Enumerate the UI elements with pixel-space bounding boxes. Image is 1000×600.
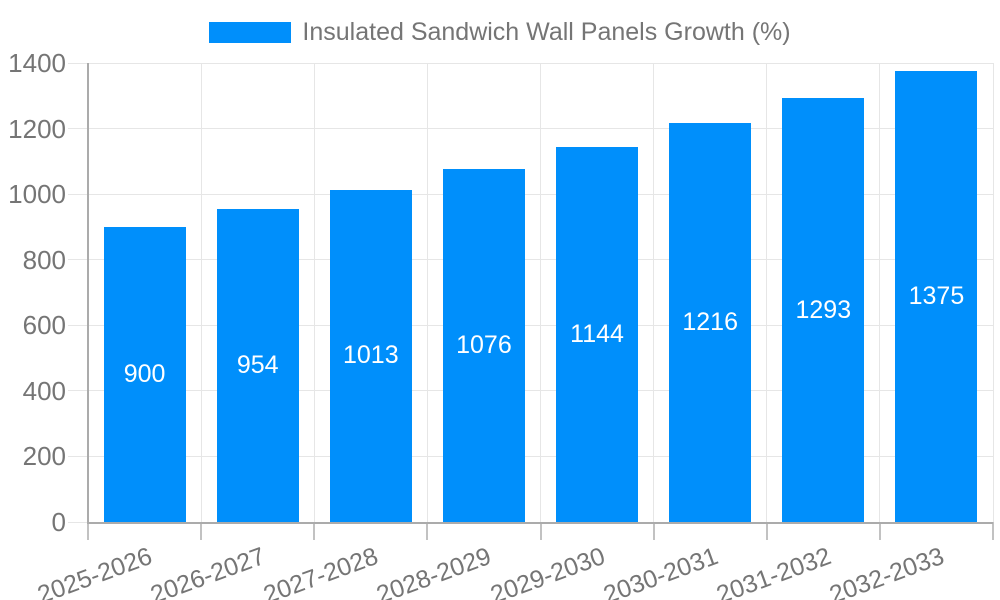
bar-value-label: 1216: [682, 308, 738, 337]
bar[interactable]: 954: [216, 209, 299, 522]
bar[interactable]: 1076: [442, 169, 525, 522]
y-axis-label: 800: [22, 244, 66, 275]
bar-value-label: 1013: [343, 341, 399, 370]
bar-value-label: 1293: [795, 295, 852, 324]
bar[interactable]: 1375: [895, 71, 978, 522]
bar[interactable]: 1293: [782, 98, 865, 522]
y-gridline: [68, 193, 993, 195]
y-axis-line: [87, 63, 89, 524]
bar[interactable]: 1144: [556, 146, 639, 522]
y-axis-label: 200: [22, 441, 66, 472]
y-axis-label: 1000: [8, 179, 66, 210]
y-axis-label: 600: [22, 310, 66, 341]
legend-label: Insulated Sandwich Wall Panels Growth (%…: [302, 17, 791, 46]
bar-value-label: 1076: [456, 331, 512, 360]
x-axis-label: 2032-2033: [825, 542, 948, 600]
x-gridline: [992, 63, 994, 522]
y-gridline: [68, 128, 993, 130]
x-axis-label: 2028-2029: [373, 542, 496, 600]
x-axis-label: 2029-2030: [486, 542, 609, 600]
x-axis-tick: [765, 522, 768, 540]
x-gridline: [653, 63, 655, 522]
y-gridline: [68, 62, 993, 64]
bar-value-label: 1375: [908, 282, 965, 311]
y-gridline: [68, 324, 993, 326]
y-axis-label: 1200: [8, 113, 66, 144]
x-axis-tick: [200, 522, 203, 540]
x-axis-label: 2030-2031: [599, 542, 722, 600]
y-gridline: [68, 259, 993, 261]
x-axis-tick: [87, 522, 89, 540]
x-gridline: [879, 63, 881, 522]
x-gridline: [766, 63, 768, 522]
x-gridline: [540, 63, 541, 522]
bar[interactable]: 1013: [329, 189, 412, 522]
x-axis-label: 2027-2028: [260, 542, 383, 600]
x-gridline: [313, 63, 315, 522]
bar-value-label: 900: [123, 359, 166, 388]
y-axis-label: 400: [22, 375, 66, 406]
x-axis-tick: [313, 522, 316, 540]
x-axis-tick: [652, 522, 655, 540]
x-axis-tick: [878, 522, 881, 540]
x-gridline: [200, 63, 202, 522]
x-axis-line: [87, 522, 993, 524]
bar-value-label: 1144: [570, 319, 624, 348]
bar[interactable]: 900: [103, 226, 186, 522]
bar[interactable]: 1216: [669, 123, 752, 522]
x-axis-tick: [992, 522, 994, 540]
y-axis-label: 1400: [8, 48, 66, 78]
y-axis-label: 0: [51, 507, 66, 537]
y-gridline: [68, 390, 993, 392]
legend-swatch-icon: [209, 21, 292, 43]
x-axis-label: 2026-2027: [146, 542, 269, 600]
y-gridline: [68, 455, 993, 457]
x-axis-label: 2025-2026: [33, 542, 156, 600]
legend[interactable]: Insulated Sandwich Wall Panels Growth (%…: [0, 0, 1000, 64]
bar-value-label: 954: [236, 351, 279, 380]
x-axis-label: 2031-2032: [712, 542, 835, 600]
x-axis-tick: [539, 522, 542, 540]
x-gridline: [426, 63, 428, 522]
x-axis-tick: [426, 522, 429, 540]
